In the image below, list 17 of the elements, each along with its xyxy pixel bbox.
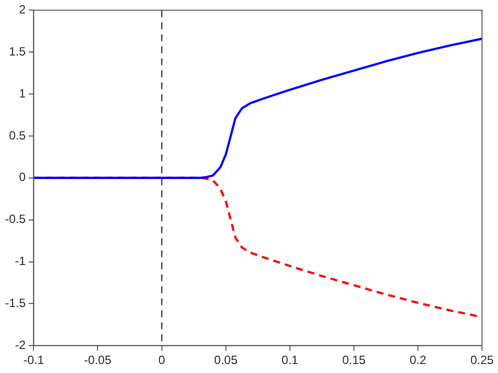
x-tick-label: 0.25 [470,353,494,368]
y-tick-label: 0 [18,170,26,184]
y-tick-label: 1.5 [8,44,26,58]
x-tick-label: 0.05 [214,353,238,368]
x-tick-label: 0.2 [410,353,427,368]
x-tick-label: 0 [158,353,166,368]
x-tick-label: -0.05 [84,353,112,368]
y-tick-label: -1 [15,254,26,268]
x-tick-label: 0.1 [282,353,299,368]
y-tick-label: 2 [18,2,26,17]
x-tick-label: -0.1 [23,353,44,368]
y-tick-label: 1 [18,86,26,100]
y-tick-label: 0.5 [8,128,26,142]
y-tick-label: -0.5 [4,212,26,226]
y-tick-label: -2 [15,338,26,352]
x-tick-label: 0.15 [342,353,366,368]
y-tick-label: -1.5 [4,296,26,310]
